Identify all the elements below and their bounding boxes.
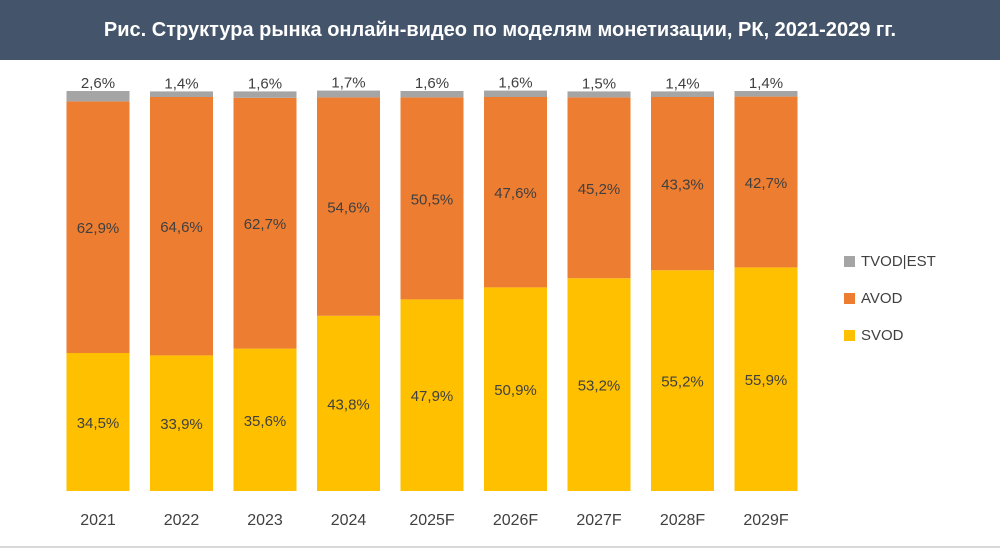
x-tick-label: 2024: [331, 512, 367, 529]
bar-segment-tvodest-2022: [150, 91, 213, 97]
bar-segment-avod-2022: [150, 97, 213, 356]
data-label: 34,5%: [77, 415, 120, 432]
data-label: 1,6%: [415, 75, 449, 92]
legend-swatch-tvodest: [844, 256, 855, 267]
bar-segment-avod-2021: [66, 101, 130, 354]
bar-segment-tvodest-2025f: [400, 91, 464, 98]
bar-segment-avod-2023: [233, 97, 297, 349]
legend-swatch-avod: [844, 293, 855, 304]
bar-segment-avod-2025f: [400, 97, 464, 300]
data-label: 1,5%: [582, 75, 616, 92]
x-tick-label: 2025F: [409, 512, 455, 529]
legend-label: TVOD|EST: [861, 253, 936, 270]
bar-segment-avod-2026f: [484, 97, 547, 288]
data-label: 35,6%: [244, 413, 287, 430]
data-label: 45,2%: [578, 181, 621, 198]
data-label: 1,4%: [164, 75, 198, 92]
x-tick-label: 2026F: [493, 512, 539, 529]
bar-segment-svod-2022: [150, 355, 213, 491]
data-label: 50,5%: [411, 191, 454, 208]
data-label: 62,7%: [244, 216, 287, 233]
bar-segment-svod-2023: [233, 348, 297, 491]
bar-segment-avod-2024: [317, 97, 380, 316]
data-label: 43,3%: [661, 177, 704, 194]
x-tick-label: 2022: [164, 512, 200, 529]
data-label: 43,8%: [327, 396, 370, 413]
x-tick-label: 2028F: [660, 512, 706, 529]
data-label: 42,7%: [745, 175, 788, 192]
bar-segment-svod-2025f: [400, 299, 464, 491]
x-tick-label: 2023: [247, 512, 283, 529]
legend-swatch-svod: [844, 330, 855, 341]
bar-segment-svod-2021: [66, 353, 130, 491]
data-label: 2,6%: [81, 75, 115, 92]
x-tick-label: 2029F: [743, 512, 789, 529]
data-label: 62,9%: [77, 220, 120, 237]
data-label: 55,9%: [745, 372, 788, 389]
data-label: 1,6%: [248, 75, 282, 92]
data-label: 64,6%: [160, 219, 203, 236]
x-tick-label: 2027F: [576, 512, 622, 529]
data-label: 55,2%: [661, 374, 704, 391]
bar-segment-svod-2029f: [734, 267, 798, 491]
bar-segment-svod-2027f: [567, 278, 631, 491]
bar-segment-tvodest-2029f: [734, 91, 798, 97]
bar-segment-avod-2029f: [734, 96, 798, 268]
bar-segment-tvodest-2023: [233, 91, 297, 98]
bar-segment-avod-2027f: [567, 97, 631, 279]
data-label: 1,4%: [749, 75, 783, 92]
stacked-bar-chart: 34,5% 62,9% 2,6% 2021 33,9% 64,6% 1,4% 2022 35,6…: [66, 75, 936, 529]
bar-segment-svod-2028f: [651, 270, 714, 491]
data-label: 47,6%: [494, 185, 537, 202]
data-label: 54,6%: [327, 200, 370, 217]
legend-label: AVOD: [861, 290, 903, 307]
x-tick-label: 2021: [80, 512, 116, 529]
data-label: 53,2%: [578, 378, 621, 395]
bar-segment-tvodest-2026f: [484, 90, 547, 97]
data-label: 1,4%: [665, 75, 699, 92]
bar-segment-tvodest-2027f: [567, 91, 631, 98]
bar-segment-avod-2028f: [651, 97, 714, 271]
bar-segment-svod-2026f: [484, 287, 547, 491]
legend-label: SVOD: [861, 327, 904, 344]
data-label: 33,9%: [160, 416, 203, 433]
chart-title-bar: Рис. Структура рынка онлайн-видео по мод…: [0, 0, 1000, 60]
chart-title: Рис. Структура рынка онлайн-видео по мод…: [103, 18, 897, 41]
bar-segment-tvodest-2028f: [651, 91, 714, 97]
chart-area: 34,5% 62,9% 2,6% 2021 33,9% 64,6% 1,4% 2022 35,6…: [0, 60, 1000, 548]
data-label: 47,9%: [411, 388, 454, 405]
bar-segment-tvodest-2021: [66, 91, 130, 102]
data-label: 50,9%: [494, 382, 537, 399]
bar-segment-tvodest-2024: [317, 90, 380, 98]
data-label: 1,7%: [331, 75, 365, 92]
bar-segment-svod-2024: [317, 315, 380, 491]
bottom-divider: [0, 546, 1000, 548]
data-label: 1,6%: [498, 75, 532, 92]
